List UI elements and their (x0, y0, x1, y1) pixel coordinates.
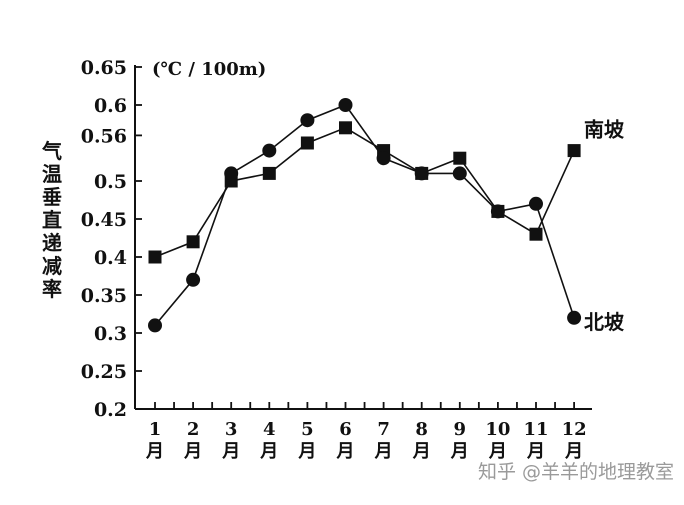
y-tick-label: 0.35 (81, 285, 127, 307)
x-tick-label-number: 8 (415, 419, 428, 440)
x-tick-label-unit: 月 (564, 441, 583, 462)
x-tick-label-number: 12 (562, 419, 587, 440)
y-tick-label: 0.56 (81, 125, 127, 147)
data-point-circle (300, 113, 315, 128)
x-tick-label-unit: 月 (336, 441, 355, 462)
x-tick-label-unit: 月 (412, 441, 431, 462)
data-point-square (339, 121, 352, 135)
data-point-circle (224, 166, 239, 181)
x-tick-label-unit: 月 (145, 441, 164, 462)
x-tick-label-unit: 月 (374, 441, 393, 462)
x-tick-label-unit: 月 (488, 441, 507, 462)
y-axis-label-char: 率 (42, 277, 62, 301)
y-axis-label-char: 直 (42, 208, 62, 232)
y-tick-label: 0.5 (94, 171, 127, 193)
y-axis-label-char: 温 (42, 162, 62, 186)
x-tick-label-number: 1 (149, 419, 162, 440)
x-tick-label-unit: 月 (526, 441, 545, 462)
series-markers (148, 98, 582, 333)
data-point-square (453, 151, 467, 165)
series-line (154, 126, 575, 258)
data-point-circle (567, 310, 582, 325)
data-point-square (148, 250, 162, 264)
data-point-circle (490, 204, 505, 219)
series-lines (154, 104, 575, 326)
x-tick-label-unit: 月 (221, 441, 240, 462)
series-label: 北坡 (584, 310, 625, 334)
data-point-square (529, 227, 543, 241)
data-point-circle (148, 318, 162, 333)
y-axis-label-char: 垂 (42, 185, 62, 209)
y-tick-label: 0.4 (94, 247, 127, 269)
data-point-circle (529, 196, 543, 211)
y-unit-label: (℃ / 100m) (152, 59, 266, 80)
data-point-circle (262, 143, 277, 158)
x-tick-label-unit: 月 (183, 441, 202, 462)
watermark: 知乎 @羊羊的地理教室 (478, 461, 674, 483)
x-tick-label-number: 11 (523, 419, 548, 440)
x-tick-label-number: 6 (339, 419, 352, 440)
data-point-square (186, 235, 200, 249)
y-tick-label: 0.6 (94, 95, 127, 117)
x-tick-label-number: 10 (485, 419, 510, 440)
axes (134, 65, 592, 410)
y-tick-label: 0.2 (94, 399, 127, 421)
data-point-circle (338, 98, 353, 112)
series-line (154, 104, 575, 326)
y-axis-label-char: 递 (42, 231, 62, 255)
y-tick-label: 0.45 (81, 209, 127, 231)
y-tick-label: 0.25 (81, 361, 127, 383)
data-point-square (567, 144, 581, 158)
y-tick-label: 0.3 (94, 323, 127, 345)
x-tick-label-unit: 月 (297, 441, 316, 462)
x-tick-label-unit: 月 (450, 441, 469, 462)
data-point-circle (414, 166, 429, 181)
x-tick-label-number: 2 (187, 419, 200, 440)
x-tick-label-number: 9 (454, 419, 467, 440)
data-point-square (262, 166, 276, 180)
data-point-square (300, 136, 314, 150)
y-axis-label-char: 减 (42, 254, 62, 278)
data-point-circle (376, 151, 391, 166)
series-label: 南坡 (584, 118, 625, 142)
data-point-circle (186, 272, 201, 287)
x-tick-label-number: 5 (301, 419, 314, 440)
y-tick-label: 0.65 (81, 57, 127, 79)
y-ticks: 0.65 0.6 0.56 0.5 0.45 0.4 0.35 0.3 0.25 0.2 (81, 57, 142, 421)
x-tick-label-number: 3 (225, 419, 238, 440)
x-tick-label-number: 7 (377, 419, 390, 440)
x-tick-label-unit: 月 (259, 441, 278, 462)
data-point-circle (452, 166, 467, 181)
x-tick-label-number: 4 (263, 419, 276, 440)
y-axis-label-char: 气 (41, 139, 62, 163)
